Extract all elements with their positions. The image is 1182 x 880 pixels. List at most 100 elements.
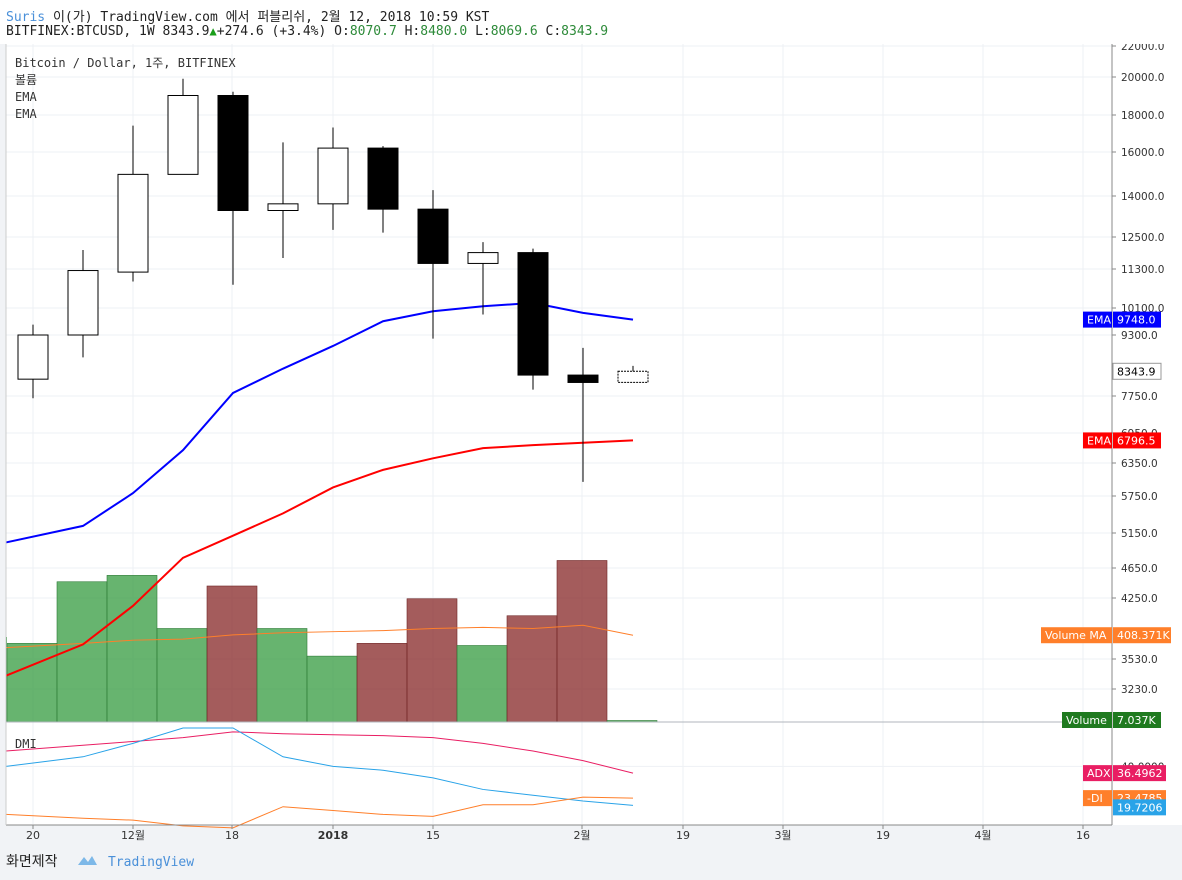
high-value: 8480.0: [420, 24, 468, 39]
author-link[interactable]: Suris: [6, 10, 46, 25]
price-tick-label: 20000.0: [1121, 72, 1164, 84]
candle-body: [567, 374, 599, 383]
chart-header: Suris 이(가) TradingView.com 에서 퍼블리쉬, 2월 1…: [0, 0, 1182, 44]
volume-bar: [456, 645, 508, 723]
volume-ma-badge-value: 408.371K: [1117, 629, 1170, 642]
volume-ma-badge-tag: [1041, 627, 1112, 644]
low-label: L:: [475, 24, 491, 39]
candle-body: [367, 147, 399, 210]
time-tick-label: 16: [1076, 829, 1090, 842]
publish-info: Suris 이(가) TradingView.com 에서 퍼블리쉬, 2월 1…: [6, 6, 489, 25]
footer-caption: 화면제작: [6, 854, 58, 870]
last-price-box: [1112, 362, 1162, 380]
candle-body: [217, 94, 249, 211]
candle-body: [167, 94, 199, 175]
time-tick-label: 12월: [121, 829, 145, 842]
volume-ma-badge: Volume MA 408.371K: [1041, 627, 1171, 644]
ema-slow-badge-box: [1113, 432, 1161, 449]
price-tick-label: 4250.0: [1121, 593, 1158, 605]
legend-volume[interactable]: 볼륨: [15, 73, 37, 87]
high-label: H:: [404, 24, 421, 39]
time-tick-label: 2018: [318, 829, 349, 842]
volume-bar: [106, 575, 158, 723]
ema-slow-badge: EMA 6796.5: [1083, 432, 1161, 449]
low-value: 8069.6: [490, 24, 538, 39]
candle-body: [117, 173, 149, 273]
di-plus-badge-value: 19.7206: [1117, 801, 1163, 814]
time-tick-label: 2월: [573, 829, 590, 842]
price-tick-label: 11300.0: [1121, 264, 1164, 276]
adx-line: [5, 731, 634, 774]
price-tick-label: 16000.0: [1121, 147, 1164, 159]
ema-fast-badge-box: [1113, 311, 1161, 328]
volume-bar: [556, 560, 608, 723]
last-price-badge: 8343.9: [1112, 362, 1162, 380]
ohlc-line: BITFINEX:BTCUSD, 1W 8343.9▲+274.6 (+3.4%…: [6, 24, 608, 39]
price-tick-label: 4650.0: [1121, 563, 1158, 575]
open-label: O:: [334, 24, 350, 39]
candle-body: [317, 147, 349, 205]
di-minus-badge-tag-text: -DI: [1087, 792, 1103, 805]
volume-bar: [506, 615, 558, 723]
volume-ma-badge-tag-text: Volume MA: [1045, 629, 1107, 642]
legend-ema-1[interactable]: EMA: [15, 90, 37, 104]
di-minus-badge-tag: [1083, 790, 1112, 807]
close-label: C:: [545, 24, 562, 39]
volume-badge: Volume 7.037K: [1062, 712, 1161, 728]
price-tick-label: 14000.0: [1121, 191, 1164, 203]
candle-body: [267, 203, 299, 211]
candle-body: [417, 208, 449, 264]
adx-badge-tag-text: ADX: [1087, 767, 1111, 780]
volume-bar: [6, 643, 58, 723]
volume-bar: [206, 585, 258, 723]
tradingview-cloud-icon: [76, 853, 98, 871]
time-tick-label: 19: [676, 829, 690, 842]
adx-badge: ADX 36.4962: [1083, 765, 1166, 782]
di-plus-line: [5, 727, 634, 806]
price-tick-label: 5150.0: [1121, 528, 1158, 540]
volume-badge-tag: [1062, 712, 1112, 728]
volume-bar: [356, 643, 408, 723]
ema-slow-badge-value: 6796.5: [1117, 434, 1156, 447]
publish-text: 이(가) TradingView.com 에서 퍼블리쉬, 2월 12, 201…: [45, 10, 490, 25]
time-tick-label: 4월: [974, 829, 991, 842]
adx-badge-box: [1113, 765, 1166, 782]
volume-ma-badge-box: [1113, 627, 1171, 644]
time-tick-label: 20: [26, 829, 40, 842]
adx-badge-value: 36.4962: [1117, 767, 1163, 780]
volume-bar: [256, 628, 308, 723]
time-tick-label: 19: [876, 829, 890, 842]
price-tick-label: 6350.0: [1121, 458, 1158, 470]
open-value: 8070.7: [349, 24, 397, 39]
price-tick-label: 18000.0: [1121, 110, 1164, 122]
di-plus-badge-box: [1113, 799, 1166, 816]
time-tick-label: 15: [426, 829, 440, 842]
di-plus-badge: 19.7206: [1113, 799, 1166, 816]
ema-fast-badge: EMA 9748.0: [1083, 311, 1161, 328]
footer: 화면제작 TradingView: [6, 851, 194, 871]
volume-badge-tag-text: Volume: [1066, 714, 1107, 727]
ema-slow-badge-tag: [1083, 432, 1112, 449]
ema-fast-badge-tag: [1083, 311, 1112, 328]
volume-badge-box: [1113, 712, 1161, 728]
candle-body: [17, 334, 49, 380]
price-tick-label: 7750.0: [1121, 391, 1158, 403]
time-tick-label: 3월: [774, 829, 791, 842]
price-chart[interactable]: 22000.0 20000.0 18000.0 16000.0 14000.0 12500…: [0, 44, 1182, 844]
close-value: 8343.9: [561, 24, 609, 39]
chart-title: Bitcoin / Dollar, 1주, BITFINEX: [15, 56, 236, 70]
price-tick-label: 9300.0: [1121, 330, 1158, 342]
legend-ema-2[interactable]: EMA: [15, 107, 37, 121]
legend-dmi[interactable]: DMI: [15, 737, 37, 751]
volume-bar: [156, 628, 208, 723]
price-tick-label: 3530.0: [1121, 654, 1158, 666]
di-minus-line: [5, 796, 634, 829]
ema-fast-badge-value: 9748.0: [1117, 314, 1156, 327]
volume-bar: [406, 598, 458, 723]
symbol-label: BITFINEX:BTCUSD, 1W: [6, 24, 155, 39]
ema-slow-line: [5, 439, 634, 677]
tradingview-brand[interactable]: TradingView: [107, 855, 195, 870]
last-price-value: 8343.9: [1117, 365, 1156, 378]
price-change: +274.6 (+3.4%): [216, 24, 327, 39]
volume-badge-value: 7.037K: [1117, 714, 1156, 727]
